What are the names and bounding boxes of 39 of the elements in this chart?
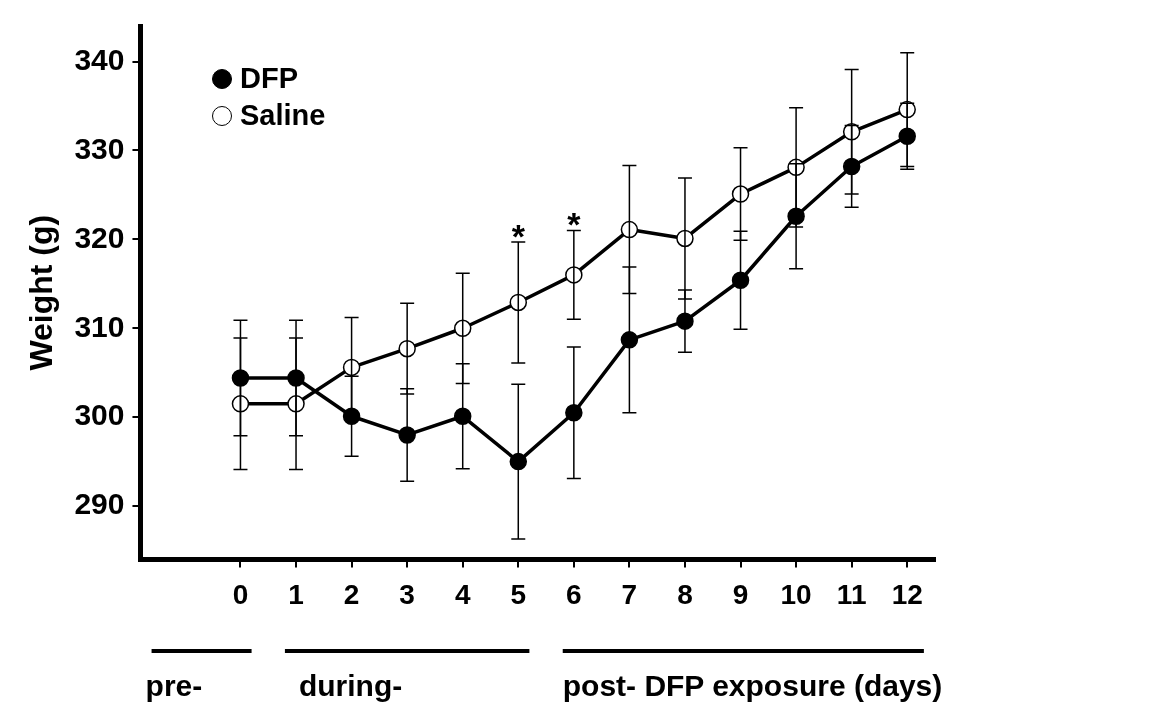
text: pre- — [145, 669, 203, 702]
point — [453, 319, 472, 338]
x-tick-label: 10 — [780, 578, 812, 610]
y-tick-label: 320 — [74, 220, 125, 254]
x-tick-label: 7 — [621, 578, 638, 610]
point — [231, 395, 250, 413]
y-tick-label: 330 — [74, 131, 125, 165]
annotation: * — [511, 217, 526, 256]
x-tick-label: 9 — [732, 578, 749, 610]
x-tick-label: 11 — [836, 578, 867, 610]
y-tick-label: 340 — [74, 42, 125, 76]
legend-label: DFP — [240, 61, 298, 96]
x-tick-label: 5 — [510, 578, 527, 610]
x-tick-label: 3 — [399, 578, 415, 610]
x-tick-label: 8 — [677, 578, 693, 610]
point — [453, 407, 472, 426]
annotation: * — [567, 205, 582, 244]
legend-label: Saline — [240, 98, 326, 133]
point — [620, 331, 639, 349]
x-tick-label: 1 — [288, 578, 304, 610]
x-tick-label: 12 — [891, 578, 923, 610]
y-tick-label: 310 — [74, 309, 125, 343]
point — [509, 452, 528, 471]
x-tick-label: 6 — [566, 578, 582, 610]
point — [509, 293, 528, 312]
x-axis-title: post- DFP exposure (days) — [562, 669, 943, 702]
point — [342, 358, 361, 377]
text: during- — [298, 669, 403, 702]
x-tick-label: 4 — [454, 578, 471, 610]
point — [231, 369, 250, 387]
x-tick-label: 0 — [232, 578, 249, 610]
point — [731, 271, 750, 289]
point — [731, 185, 750, 203]
y-tick-label: 300 — [74, 398, 125, 432]
y-tick-label: 290 — [74, 487, 125, 521]
point — [620, 220, 639, 239]
x-tick-label: 2 — [343, 578, 360, 610]
point — [842, 157, 861, 176]
y-axis-title: Weight (g) — [23, 214, 60, 371]
